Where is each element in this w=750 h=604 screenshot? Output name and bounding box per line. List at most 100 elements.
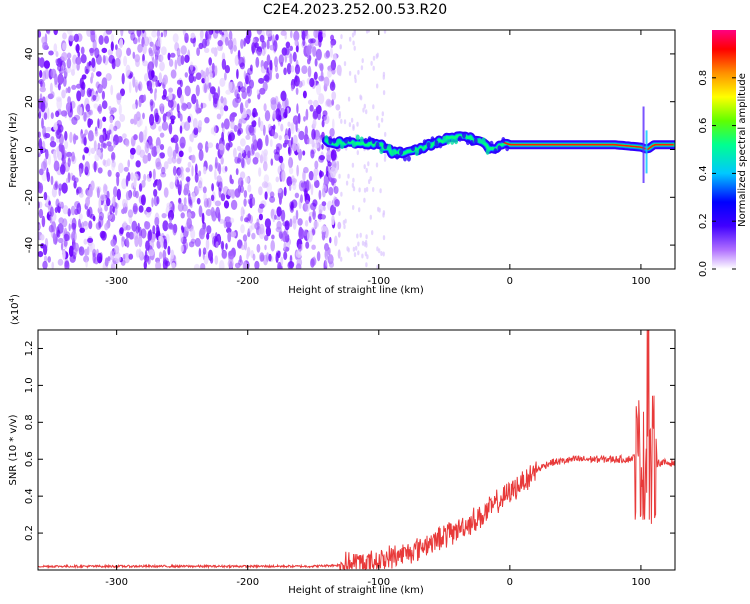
noise-speckle xyxy=(224,166,228,172)
noise-speckle xyxy=(235,96,242,104)
noise-speckle xyxy=(250,64,253,72)
noise-speckle xyxy=(310,258,315,268)
noise-speckle xyxy=(135,160,141,168)
noise-speckle xyxy=(313,30,319,39)
noise-speckle xyxy=(208,164,213,172)
noise-speckle xyxy=(360,65,364,71)
noise-speckle xyxy=(96,187,100,199)
noise-speckle xyxy=(221,35,226,41)
noise-speckle xyxy=(64,260,70,269)
noise-speckle xyxy=(326,150,333,161)
noise-speckle xyxy=(57,258,64,266)
noise-speckle xyxy=(262,155,266,162)
noise-speckle xyxy=(93,140,97,152)
noise-speckle xyxy=(286,62,292,75)
noise-speckle xyxy=(278,54,284,65)
noise-speckle xyxy=(194,237,201,247)
noise-speckle xyxy=(288,156,292,169)
noise-speckle xyxy=(43,112,48,120)
noise-speckle xyxy=(295,263,302,269)
noise-speckle xyxy=(357,241,360,247)
noise-speckle xyxy=(337,221,342,230)
noise-speckle xyxy=(133,134,138,141)
noise-speckle xyxy=(140,194,146,206)
noise-speckle xyxy=(103,184,108,192)
colorbar-label: Normalized spectral amplitude xyxy=(737,73,748,227)
ridge-speckle xyxy=(351,141,356,148)
noise-speckle xyxy=(258,116,261,128)
noise-speckle xyxy=(292,181,297,191)
noise-speckle xyxy=(85,259,88,268)
noise-speckle xyxy=(135,79,138,86)
noise-speckle xyxy=(42,260,48,269)
noise-speckle xyxy=(234,54,239,66)
noise-speckle xyxy=(87,237,94,243)
noise-speckle xyxy=(47,107,50,120)
noise-speckle xyxy=(88,146,91,156)
noise-speckle xyxy=(340,191,343,197)
noise-speckle xyxy=(40,234,45,241)
noise-speckle xyxy=(123,55,128,67)
noise-speckle xyxy=(259,223,265,235)
noise-speckle xyxy=(79,168,82,178)
noise-speckle xyxy=(326,171,330,177)
noise-speckle xyxy=(258,167,262,177)
noise-speckle xyxy=(279,107,286,120)
noise-speckle xyxy=(196,99,199,110)
noise-speckle xyxy=(184,241,189,250)
noise-speckle xyxy=(119,38,124,49)
noise-speckle xyxy=(362,107,365,113)
noise-speckle xyxy=(295,209,299,220)
noise-speckle xyxy=(187,161,192,168)
noise-speckle xyxy=(382,90,386,96)
noise-speckle xyxy=(205,67,210,77)
noise-speckle xyxy=(254,260,260,269)
noise-speckle xyxy=(301,30,306,41)
noise-speckle xyxy=(132,205,138,213)
noise-speckle xyxy=(236,93,240,100)
snr-x-tick-label: -100 xyxy=(367,577,390,588)
noise-speckle xyxy=(62,249,66,261)
noise-speckle xyxy=(65,66,72,73)
noise-speckle xyxy=(272,124,276,131)
noise-speckle xyxy=(331,99,335,106)
noise-speckle xyxy=(167,209,175,221)
noise-speckle xyxy=(380,251,383,256)
colorbar-tick-label: 0.4 xyxy=(698,165,709,181)
noise-speckle xyxy=(283,186,287,197)
noise-speckle xyxy=(109,115,114,124)
noise-speckle xyxy=(194,172,199,183)
noise-speckle xyxy=(106,197,111,207)
noise-speckle xyxy=(48,50,54,56)
noise-speckle xyxy=(57,151,63,161)
colorbar-gradient xyxy=(712,30,736,269)
snr-series-line xyxy=(38,330,675,570)
noise-speckle xyxy=(84,161,90,173)
noise-speckle xyxy=(160,46,167,56)
noise-speckle xyxy=(329,254,334,263)
noise-speckle xyxy=(76,188,79,196)
noise-speckle xyxy=(236,68,239,80)
noise-speckle xyxy=(372,65,375,71)
noise-speckle xyxy=(113,125,118,132)
noise-speckle xyxy=(252,133,257,146)
noise-speckle xyxy=(234,188,241,198)
noise-speckle xyxy=(295,87,299,96)
noise-speckle xyxy=(244,100,249,109)
noise-speckle xyxy=(369,176,372,182)
noise-speckle xyxy=(158,125,162,132)
noise-speckle xyxy=(148,170,152,179)
noise-speckle xyxy=(78,246,85,256)
noise-speckle xyxy=(219,30,223,35)
noise-speckle xyxy=(331,177,335,186)
noise-speckle xyxy=(98,197,102,210)
noise-speckle xyxy=(280,30,287,36)
ridge-speckle xyxy=(462,132,466,139)
snr-panel: -300 -200 -100 0 100 0.2 0.4 0.6 0.8 1.0 1.2 Heig… xyxy=(8,294,676,596)
noise-speckle xyxy=(240,138,246,147)
noise-speckle xyxy=(290,123,295,135)
noise-speckle xyxy=(348,70,352,76)
noise-speckle xyxy=(172,33,179,43)
noise-speckle xyxy=(132,37,138,45)
noise-speckle xyxy=(83,111,87,122)
